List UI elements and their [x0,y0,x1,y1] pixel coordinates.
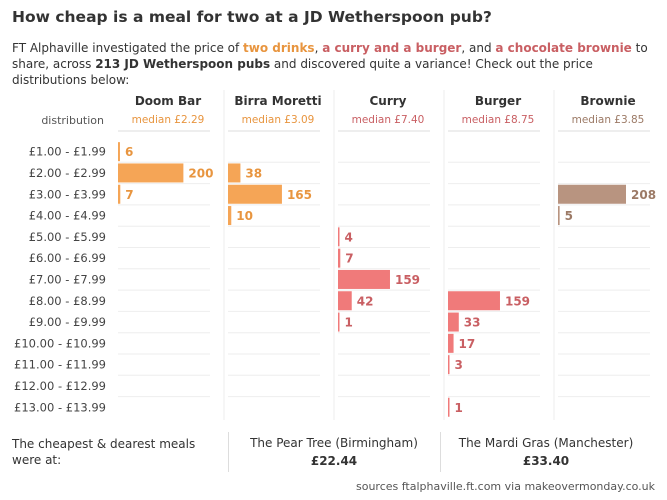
value-label: 200 [188,166,213,180]
value-label: 10 [236,209,253,223]
bar [558,206,560,226]
bar [448,355,450,375]
bar [338,291,352,311]
bar [118,184,121,204]
intro-highlight-pubs: 213 JD Wetherspoon pubs [95,57,271,71]
footer-divider [440,432,441,472]
row-label: £9.00 - £9.99 [29,315,106,329]
intro-part: FT Alphaville investigated the price of [12,41,244,55]
median-label: median £7.40 [352,114,425,126]
intro-highlight-drinks: two drinks [243,41,315,55]
value-label: 6 [125,145,133,159]
intro-part: to share, across [12,41,648,71]
chart-title: How cheap is a meal for two at a JD Weth… [12,8,492,26]
price-distribution-chart: distribution £1.00 - £1.99 £2.00 - £2.99 £3… [14,90,656,420]
bar [448,397,450,417]
column-header: Brownie [580,94,635,108]
value-label: 1 [455,401,463,415]
value-label: 3 [455,358,463,372]
value-label: 17 [459,337,476,351]
row-label: £2.00 - £2.99 [29,166,106,180]
cheapest-pub: The Pear Tree (Birmingham) [250,436,418,450]
value-label: 1 [345,316,353,330]
bar [228,206,232,226]
bar [118,142,120,162]
bar [448,291,500,311]
median-label: median £3.85 [572,114,645,126]
row-label: £3.00 - £3.99 [29,187,106,201]
column-header: Burger [475,94,521,108]
intro-part: , [314,41,323,55]
column-header: Curry [369,94,406,108]
value-label: 208 [631,188,656,202]
footer-label: The cheapest & dearest meals were at: [12,437,196,467]
median-label: median £2.29 [132,114,205,126]
row-label: £5.00 - £5.99 [29,230,106,244]
median-label: median £3.09 [242,114,315,126]
bar [558,184,626,204]
value-label: 159 [395,273,420,287]
cheapest-meal: The Pear Tree (Birmingham) £22.44 [228,436,440,468]
row-label: £11.00 - £11.99 [14,358,106,372]
bar [338,227,340,247]
value-label: 33 [464,316,481,330]
bar [338,269,390,289]
intro-part: , and [461,41,496,55]
bar [338,312,340,332]
median-label: median £8.75 [462,114,535,126]
dearest-meal: The Mardi Gras (Manchester) £33.40 [440,436,652,468]
value-label: 5 [565,209,573,223]
value-label: 159 [505,294,530,308]
footer-divider [228,432,229,472]
cheapest-price: £22.44 [310,454,358,468]
value-label: 4 [345,230,353,244]
sources-text: sources ftalphaville.ft.com via makeover… [355,480,655,493]
intro-part: and discovered quite a variance! Check o… [12,57,593,87]
row-header: distribution [41,114,104,127]
row-label: £10.00 - £10.99 [14,336,106,350]
bar [448,312,459,332]
value-label: 165 [287,188,312,202]
value-label: 38 [245,166,262,180]
bar [118,163,184,183]
row-label: £6.00 - £6.99 [29,251,106,265]
column-header: Doom Bar [135,94,201,108]
value-label: 7 [125,188,133,202]
value-label: 42 [357,294,374,308]
row-label: £12.00 - £12.99 [14,379,106,393]
dearest-price: £33.40 [522,454,570,468]
row-label: £1.00 - £1.99 [29,145,106,159]
bar [228,163,241,183]
row-label: £4.00 - £4.99 [29,209,106,223]
bar [228,184,282,204]
row-label: £8.00 - £8.99 [29,294,106,308]
dearest-pub: The Mardi Gras (Manchester) [458,436,634,450]
intro-highlight-brownie: a chocolate brownie [495,41,632,55]
column-header: Birra Moretti [234,94,321,108]
row-label: £13.00 - £13.99 [14,400,106,414]
intro-highlight-curry-burger: a curry and a burger [322,41,462,55]
bar [448,333,454,353]
bar [338,248,341,268]
value-label: 7 [345,252,353,266]
row-label: £7.00 - £7.99 [29,272,106,286]
intro-text: FT Alphaville investigated the price of … [12,40,662,88]
